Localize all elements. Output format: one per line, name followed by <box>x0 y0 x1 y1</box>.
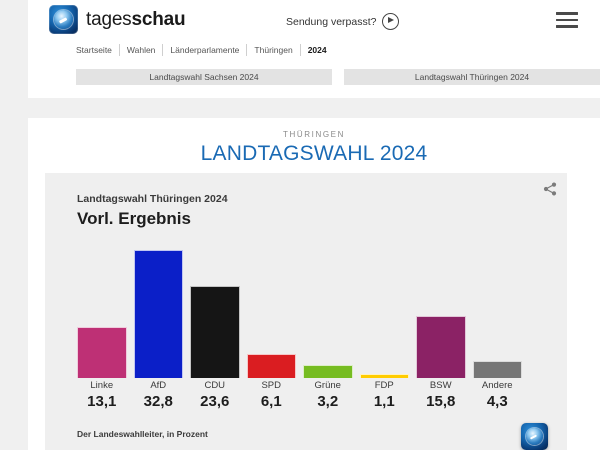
tagesschau-globe-icon <box>49 5 78 34</box>
bar-label-group: Linke 13,1 <box>77 380 127 410</box>
bar-column <box>416 241 466 378</box>
site-header: tagesschau Sendung verpasst? Startseite … <box>28 0 600 98</box>
party-label-cdu: CDU <box>204 380 226 391</box>
hamburger-line <box>556 18 578 22</box>
bar-fdp <box>359 373 409 378</box>
hamburger-line <box>556 25 578 28</box>
breadcrumb-item-2024[interactable]: 2024 <box>299 44 334 56</box>
bar-label-group: SPD 6,1 <box>247 380 297 410</box>
page-title: THÜRINGEN LANDTAGSWAHL 2024 <box>28 130 600 166</box>
tab-landtagswahl-sachsen-2024[interactable]: Landtagswahl Sachsen 2024 <box>76 69 332 85</box>
bar-chart-axis-labels: Linke 13,1 AfD 32,8 CDU 23,6 SPD 6,1 Grüne 3,2 FDP… <box>77 380 522 410</box>
chart-header: Landtagswahl Thüringen 2024 Vorl. Ergebn… <box>77 193 228 229</box>
brand-suffix: schau <box>131 8 186 30</box>
party-value-andere: 4,3 <box>486 393 508 410</box>
header-bar: tagesschau Sendung verpasst? <box>28 0 600 40</box>
bar-column <box>303 241 353 378</box>
bar-label-group: AfD 32,8 <box>134 380 184 410</box>
bar-label-group: Grüne 3,2 <box>303 380 353 410</box>
bar-bsw <box>416 316 466 378</box>
main-content: THÜRINGEN LANDTAGSWAHL 2024 Landtagswahl… <box>28 118 600 450</box>
section-divider <box>0 98 600 118</box>
chart-source-note: Der Landeswahlleiter, in Prozent <box>77 429 208 439</box>
chart-subtitle: Landtagswahl Thüringen 2024 <box>77 193 228 205</box>
bar-andere <box>472 361 522 378</box>
hamburger-line <box>556 12 578 15</box>
bar-label-group: CDU 23,6 <box>190 380 240 410</box>
play-circle-icon[interactable] <box>382 13 400 30</box>
party-value-fdp: 1,1 <box>373 393 395 410</box>
breadcrumb-item-startseite[interactable]: Startseite <box>76 45 112 55</box>
breadcrumb: Startseite Wahlen Länderparlamente Thüri… <box>76 43 334 57</box>
bar-label-group: Andere 4,3 <box>473 380 523 410</box>
party-value-grüne: 3,2 <box>317 393 339 410</box>
bar-label-group: FDP 1,1 <box>360 380 410 410</box>
party-value-spd: 6,1 <box>260 393 282 410</box>
bar-chart-plot <box>77 241 522 378</box>
brand-wordmark: tagesschau <box>86 8 186 31</box>
party-label-grüne: Grüne <box>314 380 341 391</box>
party-value-afd: 32,8 <box>143 393 173 410</box>
party-label-fdp: FDP <box>374 380 394 391</box>
sendung-verpasst-label: Sendung verpasst? <box>286 15 377 28</box>
party-label-spd: SPD <box>261 380 282 391</box>
bar-cdu <box>190 285 240 378</box>
bar-linke <box>77 326 127 378</box>
party-value-cdu: 23,6 <box>200 393 230 410</box>
bar-grüne <box>303 365 353 378</box>
party-value-bsw: 15,8 <box>426 393 456 410</box>
bar-column <box>190 241 240 378</box>
party-value-linke: 13,1 <box>87 393 117 410</box>
hamburger-menu-icon[interactable] <box>556 12 578 28</box>
share-icon[interactable] <box>542 181 558 197</box>
party-label-afd: AfD <box>150 380 167 391</box>
chart-title: Vorl. Ergebnis <box>77 209 191 228</box>
tab-landtagswahl-thueringen-2024[interactable]: Landtagswahl Thüringen 2024 <box>344 69 600 85</box>
party-label-bsw: BSW <box>429 380 452 391</box>
bar-column <box>246 241 296 378</box>
result-chart-panel: Landtagswahl Thüringen 2024 Vorl. Ergebn… <box>45 173 567 450</box>
bar-label-group: BSW 15,8 <box>416 380 466 410</box>
bar-column <box>77 241 127 378</box>
breadcrumb-item-laenderparlamente[interactable]: Länderparlamente <box>162 44 246 56</box>
breadcrumb-item-wahlen[interactable]: Wahlen <box>118 44 163 56</box>
bar-afd <box>133 249 183 378</box>
tagesschau-app-badge-icon[interactable] <box>521 423 548 450</box>
page-title-kicker: THÜRINGEN <box>283 130 345 139</box>
bar-column <box>359 241 409 378</box>
bar-column <box>472 241 522 378</box>
party-label-linke: Linke <box>90 380 114 391</box>
brand-prefix: tages <box>86 8 132 30</box>
election-tabs: Landtagswahl Sachsen 2024 Landtagswahl T… <box>76 69 600 85</box>
sendung-verpasst-link[interactable]: Sendung verpasst? <box>286 13 400 30</box>
breadcrumb-item-thueringen[interactable]: Thüringen <box>246 44 299 56</box>
party-label-andere: Andere <box>481 380 513 391</box>
bar-spd <box>246 354 296 378</box>
page-title-headline: LANDTAGSWAHL 2024 <box>200 142 428 165</box>
brand-home-link[interactable]: tagesschau <box>49 5 186 34</box>
bar-column <box>133 241 183 378</box>
